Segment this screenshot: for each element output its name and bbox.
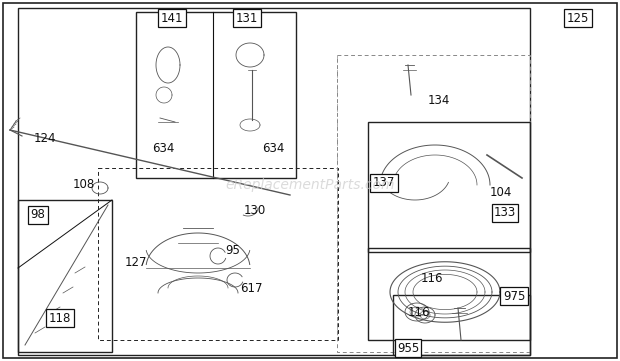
Text: 108: 108 bbox=[73, 178, 95, 191]
Text: 124: 124 bbox=[34, 131, 56, 144]
Text: 617: 617 bbox=[240, 282, 262, 295]
Text: 955: 955 bbox=[397, 342, 419, 355]
Bar bbox=[393, 295, 530, 355]
Text: 137: 137 bbox=[373, 177, 395, 190]
Text: 975: 975 bbox=[503, 290, 525, 303]
Text: 133: 133 bbox=[494, 206, 516, 219]
Text: 118: 118 bbox=[49, 312, 71, 325]
Bar bbox=[18, 8, 530, 355]
Text: 134: 134 bbox=[428, 93, 450, 106]
Text: 125: 125 bbox=[567, 12, 589, 25]
Text: eReplacementParts.com: eReplacementParts.com bbox=[225, 178, 395, 192]
Text: 634: 634 bbox=[152, 142, 174, 155]
Text: 95: 95 bbox=[225, 244, 240, 257]
Bar bbox=[18, 200, 112, 352]
Text: 127: 127 bbox=[125, 256, 148, 269]
Text: 131: 131 bbox=[236, 12, 258, 25]
Bar bbox=[368, 248, 530, 340]
Bar bbox=[337, 55, 530, 352]
Text: 104: 104 bbox=[490, 186, 512, 199]
Text: 98: 98 bbox=[30, 209, 45, 222]
Bar bbox=[136, 12, 296, 178]
Text: 141: 141 bbox=[161, 12, 184, 25]
Bar bbox=[98, 168, 338, 340]
Text: 116: 116 bbox=[408, 305, 430, 318]
Text: 116: 116 bbox=[421, 271, 443, 284]
Text: 634: 634 bbox=[262, 142, 285, 155]
Text: 130: 130 bbox=[244, 204, 266, 217]
Bar bbox=[368, 122, 530, 252]
